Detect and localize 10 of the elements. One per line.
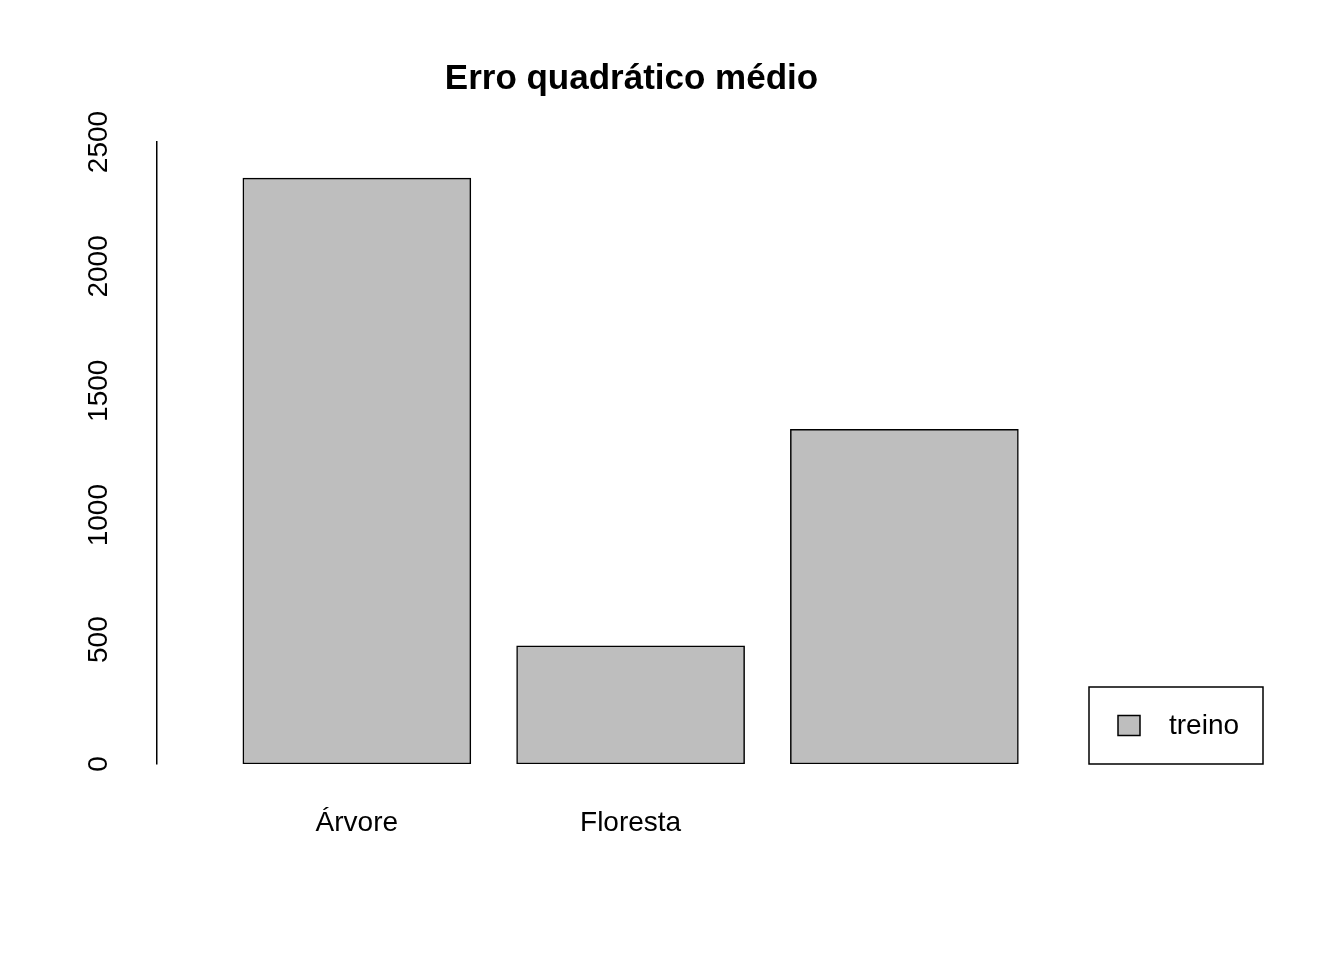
y-tick-label: 1500 — [81, 359, 113, 422]
y-tick-label: 500 — [81, 616, 113, 663]
x-tick-label: Floresta — [580, 805, 682, 837]
y-tick-label: 2500 — [81, 110, 113, 174]
y-tick-label: 0 — [81, 756, 113, 772]
y-tick-label: 2000 — [81, 235, 113, 298]
x-tick-label: Árvore — [315, 805, 399, 837]
legend-label: treino — [1169, 709, 1240, 741]
y-tick-label: 1000 — [81, 484, 113, 547]
chart-title: Erro quadrático médio — [444, 56, 819, 96]
